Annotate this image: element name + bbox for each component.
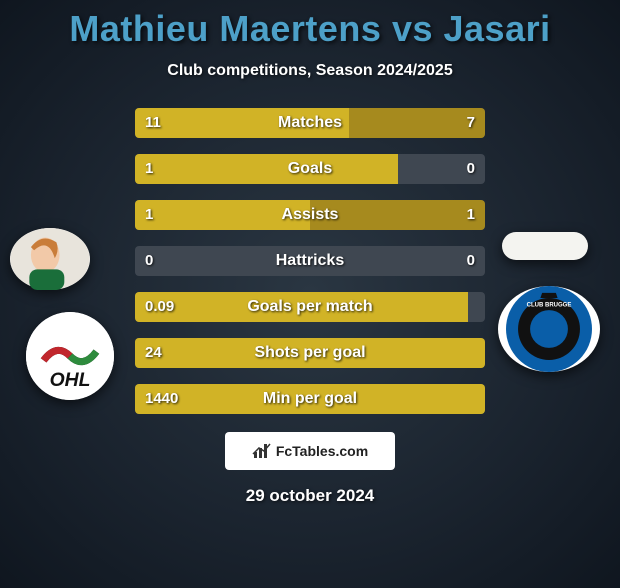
stat-row: 1440Min per goal — [135, 384, 485, 414]
stat-label: Goals — [135, 154, 485, 184]
date-text: 29 october 2024 — [0, 486, 620, 506]
stat-row: 11Matches7 — [135, 108, 485, 138]
stat-row: 0.09Goals per match — [135, 292, 485, 322]
stat-label: Matches — [135, 108, 485, 138]
brand-badge: FcTables.com — [225, 432, 395, 470]
player2-name: Jasari — [444, 8, 551, 49]
subtitle: Club competitions, Season 2024/2025 — [0, 62, 620, 80]
stat-label: Assists — [135, 200, 485, 230]
stat-row: 1Assists1 — [135, 200, 485, 230]
player1-photo — [10, 228, 90, 290]
stats-container: 11Matches71Goals01Assists10Hattricks00.0… — [135, 108, 485, 414]
stat-row: 1Goals0 — [135, 154, 485, 184]
stat-row: 0Hattricks0 — [135, 246, 485, 276]
main-content: OHL CLUB BRUGGE 11Matches71Goals01Assist… — [0, 108, 620, 506]
stat-label: Hattricks — [135, 246, 485, 276]
svg-text:CLUB BRUGGE: CLUB BRUGGE — [527, 303, 572, 309]
stat-label: Min per goal — [135, 384, 485, 414]
stat-value-right: 0 — [467, 154, 475, 184]
stat-value-right: 7 — [467, 108, 475, 138]
stat-row: 24Shots per goal — [135, 338, 485, 368]
stat-value-right: 0 — [467, 246, 475, 276]
chart-icon — [252, 442, 272, 460]
stat-label: Goals per match — [135, 292, 485, 322]
club1-logo: OHL — [26, 312, 114, 400]
vs-text: vs — [392, 8, 433, 49]
page-title: Mathieu Maertens vs Jasari — [0, 8, 620, 50]
club2-logo: CLUB BRUGGE — [498, 286, 600, 372]
stat-value-right: 1 — [467, 200, 475, 230]
player2-photo — [502, 232, 588, 260]
stat-label: Shots per goal — [135, 338, 485, 368]
player1-name: Mathieu Maertens — [69, 8, 381, 49]
brand-text: FcTables.com — [276, 443, 368, 459]
svg-text:OHL: OHL — [50, 369, 91, 391]
